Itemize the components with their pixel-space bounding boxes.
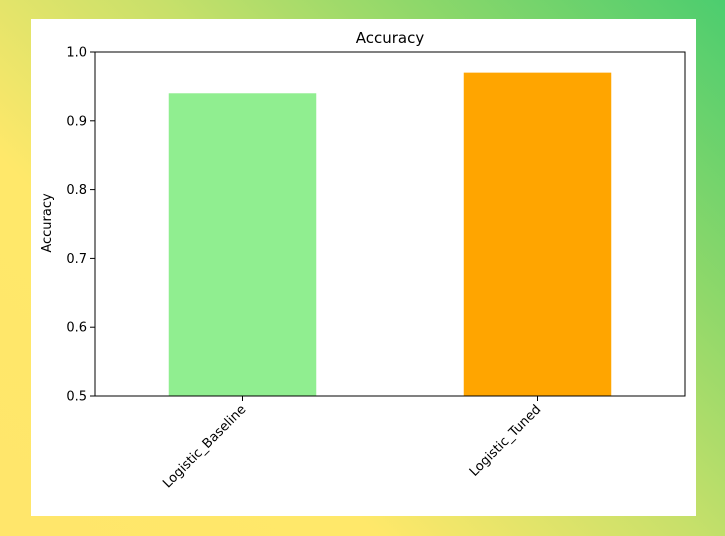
x-tick-label: Logistic_Tuned [467, 402, 545, 480]
y-tick-label: 0.5 [66, 390, 87, 405]
y-ticks-group: 0.5 0.6 0.7 0.8 0.9 1.0 [66, 46, 95, 405]
y-tick-label: 0.8 [66, 183, 87, 198]
y-tick-label: 0.7 [66, 252, 87, 267]
y-tick-label: 0.6 [66, 321, 87, 336]
bar-chart: Accuracy Accuracy 0.5 0.6 0.7 0.8 0.9 1.0 Log… [40, 29, 686, 491]
x-tick-label: Logistic_Baseline [160, 402, 249, 491]
plot-frame [94, 51, 686, 397]
x-ticks-group: Logistic_Baseline Logistic_Tuned [160, 396, 544, 491]
bar-logistic-tuned [463, 72, 612, 396]
y-tick-label: 0.9 [66, 114, 87, 129]
chart-card: Accuracy Accuracy 0.5 0.6 0.7 0.8 0.9 1.0 Log… [31, 19, 696, 516]
y-tick-label: 1.0 [66, 46, 87, 61]
y-axis-label: Accuracy [40, 193, 55, 253]
bar-logistic-baseline [168, 93, 317, 396]
bars-group [168, 72, 612, 396]
chart-title: Accuracy [356, 29, 425, 47]
